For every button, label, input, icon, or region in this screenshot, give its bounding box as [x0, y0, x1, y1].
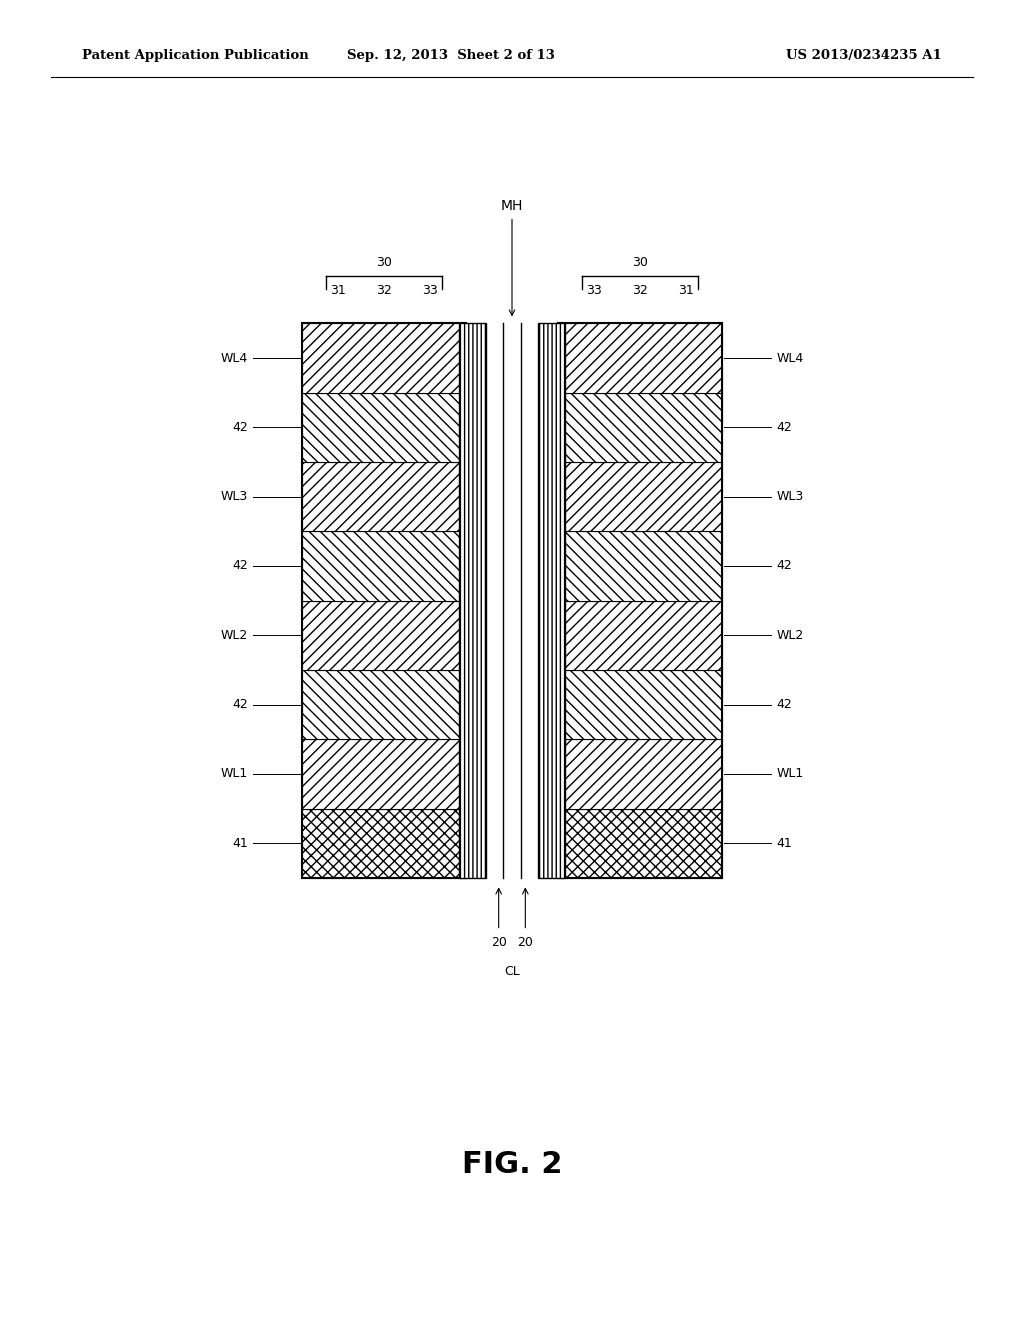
Text: WL2: WL2 — [776, 628, 804, 642]
Text: 31: 31 — [678, 284, 693, 297]
Text: 42: 42 — [232, 560, 248, 573]
Bar — [558, 323, 722, 878]
Text: Patent Application Publication: Patent Application Publication — [82, 49, 308, 62]
Text: 30: 30 — [632, 256, 648, 269]
Text: 30: 30 — [376, 256, 392, 269]
Text: FIG. 2: FIG. 2 — [462, 1150, 562, 1179]
Text: 32: 32 — [632, 284, 648, 297]
Text: WL1: WL1 — [776, 767, 804, 780]
Text: 41: 41 — [232, 837, 248, 850]
Bar — [558, 671, 722, 739]
Bar — [302, 671, 466, 739]
Text: 31: 31 — [331, 284, 346, 297]
Text: Sep. 12, 2013  Sheet 2 of 13: Sep. 12, 2013 Sheet 2 of 13 — [346, 49, 555, 62]
Bar — [459, 323, 486, 878]
Text: 33: 33 — [587, 284, 602, 297]
Bar — [558, 393, 722, 462]
Text: MH: MH — [501, 198, 523, 213]
Text: 20: 20 — [490, 936, 507, 949]
Bar — [302, 531, 466, 601]
Bar — [538, 323, 565, 878]
Text: WL4: WL4 — [776, 351, 804, 364]
Text: US 2013/0234235 A1: US 2013/0234235 A1 — [786, 49, 942, 62]
Bar — [302, 323, 466, 393]
Text: 42: 42 — [232, 421, 248, 434]
Bar — [558, 323, 722, 393]
Text: 32: 32 — [376, 284, 392, 297]
Text: 20: 20 — [517, 936, 534, 949]
Text: 42: 42 — [232, 698, 248, 711]
Bar — [302, 601, 466, 671]
Bar — [558, 808, 722, 878]
Text: WL1: WL1 — [220, 767, 248, 780]
Bar — [302, 323, 466, 878]
Bar — [302, 808, 466, 878]
Text: WL2: WL2 — [220, 628, 248, 642]
Bar — [558, 739, 722, 808]
Text: 41: 41 — [776, 837, 792, 850]
Bar — [302, 393, 466, 462]
Text: WL4: WL4 — [220, 351, 248, 364]
Text: 42: 42 — [776, 421, 792, 434]
Bar — [558, 531, 722, 601]
Text: CL: CL — [504, 965, 520, 978]
Bar — [558, 462, 722, 531]
Bar — [302, 462, 466, 531]
Bar — [558, 601, 722, 671]
Text: WL3: WL3 — [220, 490, 248, 503]
Bar — [503, 323, 521, 878]
Text: 42: 42 — [776, 560, 792, 573]
Text: 42: 42 — [776, 698, 792, 711]
Text: WL3: WL3 — [776, 490, 804, 503]
Bar — [302, 739, 466, 808]
Text: 33: 33 — [422, 284, 437, 297]
